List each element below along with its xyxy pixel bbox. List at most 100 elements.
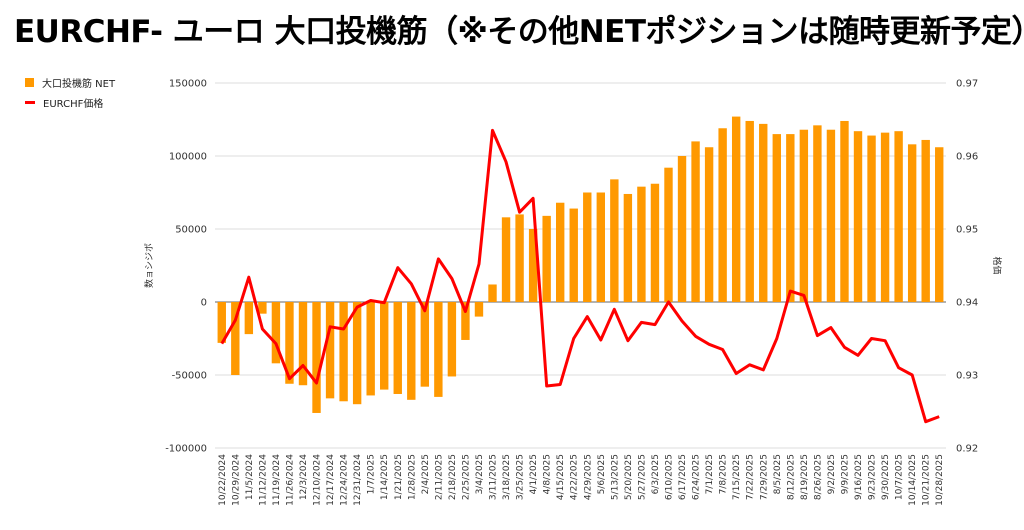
bar-net-position	[366, 302, 375, 396]
x-tick-label: 9/9/2025	[841, 454, 851, 494]
x-tick-label: 1/7/2025	[367, 454, 377, 494]
x-tick-label: 6/10/2025	[665, 454, 675, 500]
bar-net-position	[867, 135, 876, 302]
bar-net-position	[650, 183, 660, 302]
y-right-tick-label: 0.94	[956, 298, 978, 309]
bar-net-position	[583, 192, 592, 302]
legend: 大口投機筋 NET EURCHF価格	[25, 72, 115, 112]
x-tick-label: 3/11/2025	[489, 454, 499, 500]
bar-net-position	[623, 193, 633, 302]
x-tick-label: 7/8/2025	[719, 454, 729, 494]
bar-net-position	[731, 116, 741, 302]
bar-net-position	[461, 302, 470, 340]
y-left-tick-label: -50000	[172, 371, 207, 382]
bar-net-position	[298, 302, 308, 386]
x-tick-label: 3/25/2025	[516, 454, 526, 500]
bar-net-position	[664, 167, 673, 302]
bar-net-position	[813, 125, 822, 302]
bar-net-position	[610, 179, 619, 302]
x-tick-label: 12/24/2024	[340, 454, 350, 506]
x-tick-label: 2/11/2025	[434, 454, 444, 500]
bar-net-position	[718, 128, 727, 302]
bar-net-position	[596, 192, 606, 302]
legend-item-price[interactable]: EURCHF価格	[25, 92, 115, 112]
bar-net-position	[880, 132, 890, 302]
x-tick-label: 9/30/2025	[881, 454, 891, 500]
x-tick-label: 4/22/2025	[570, 454, 580, 500]
bar-net-position	[312, 302, 321, 413]
bar-net-position	[894, 131, 903, 302]
bar-net-position	[840, 120, 849, 303]
x-tick-label: 7/1/2025	[705, 454, 715, 494]
y-right-tick-label: 0.92	[956, 444, 978, 455]
y-right-axis-title: 格価	[991, 256, 1003, 274]
bar-net-position	[271, 302, 281, 364]
x-tick-label: 2/25/2025	[461, 454, 471, 500]
x-tick-label: 9/16/2025	[854, 454, 864, 500]
bar-net-position	[528, 229, 538, 302]
x-tick-label: 6/17/2025	[678, 454, 688, 500]
bar-net-position	[285, 302, 294, 384]
x-tick-label: 7/22/2025	[746, 454, 756, 500]
x-tick-label: 1/21/2025	[394, 454, 404, 500]
x-tick-label: 5/6/2025	[597, 454, 607, 494]
x-tick-label: 1/14/2025	[380, 454, 390, 500]
x-tick-label: 5/27/2025	[637, 454, 647, 500]
bar-net-position	[352, 302, 362, 405]
x-tick-label: 12/10/2024	[313, 454, 323, 506]
bar-net-position	[853, 131, 863, 302]
chart-title: EURCHF- ユーロ 大口投機筋（※その他NETポジションは随時更新予定）	[14, 14, 1024, 50]
bar-net-position	[826, 129, 836, 302]
bar-net-position	[637, 186, 646, 302]
x-tick-label: 11/26/2024	[286, 454, 296, 506]
x-tick-label: 6/24/2025	[692, 454, 702, 500]
x-tick-label: 8/5/2025	[773, 454, 783, 494]
x-tick-label: 1/28/2025	[407, 454, 417, 500]
x-tick-label: 11/12/2024	[258, 454, 268, 506]
x-tick-label: 12/17/2024	[326, 454, 336, 506]
y-left-tick-label: 150000	[169, 79, 207, 90]
bar-net-position	[542, 215, 551, 302]
x-tick-label: 4/15/2025	[556, 454, 566, 500]
x-tick-label: 10/21/2025	[922, 454, 932, 506]
bar-net-position	[921, 139, 930, 302]
y-left-tick-label: -100000	[165, 444, 207, 455]
bar-net-position	[231, 302, 240, 375]
y-right-tick-label: 0.95	[956, 225, 978, 236]
bar-net-position	[420, 302, 430, 387]
bar-net-position	[935, 147, 944, 302]
x-tick-label: 12/3/2024	[299, 454, 309, 500]
x-tick-label: 11/19/2024	[272, 454, 282, 506]
bar-net-position	[339, 302, 348, 402]
bar-net-position	[759, 123, 768, 302]
x-tick-label: 3/18/2025	[502, 454, 512, 500]
bar-net-position	[907, 144, 917, 302]
bar-net-position	[434, 302, 443, 397]
bar-net-position	[786, 134, 795, 302]
bar-net-position	[325, 302, 335, 399]
bar-net-position	[745, 120, 754, 303]
bar-net-position	[217, 302, 226, 343]
legend-label-net: 大口投機筋 NET	[42, 78, 116, 90]
y-right-tick-label: 0.93	[956, 371, 978, 382]
x-tick-label: 8/26/2025	[813, 454, 823, 500]
x-tick-label: 12/31/2024	[353, 454, 363, 506]
x-tick-label: 10/7/2025	[895, 454, 905, 500]
bar-net-position	[393, 302, 402, 394]
bar-net-position	[501, 217, 511, 302]
bar-net-position	[407, 302, 416, 400]
legend-swatch-bar	[25, 77, 34, 87]
x-tick-label: 7/29/2025	[759, 454, 769, 500]
legend-item-net[interactable]: 大口投機筋 NET	[25, 72, 115, 92]
x-tick-label: 8/19/2025	[800, 454, 810, 500]
x-tick-label: 5/13/2025	[610, 454, 620, 500]
y-right-tick-label: 0.96	[956, 152, 978, 163]
x-tick-label: 10/14/2025	[908, 454, 918, 506]
x-tick-label: 4/29/2025	[583, 454, 593, 500]
bar-net-position	[677, 156, 687, 302]
x-tick-label: 11/5/2024	[245, 454, 255, 500]
x-tick-label: 4/8/2025	[543, 454, 553, 494]
x-tick-label: 4/1/2025	[529, 454, 539, 494]
y-left-axis-title: 数ョシジポ	[143, 243, 155, 288]
bar-net-position	[244, 302, 254, 335]
